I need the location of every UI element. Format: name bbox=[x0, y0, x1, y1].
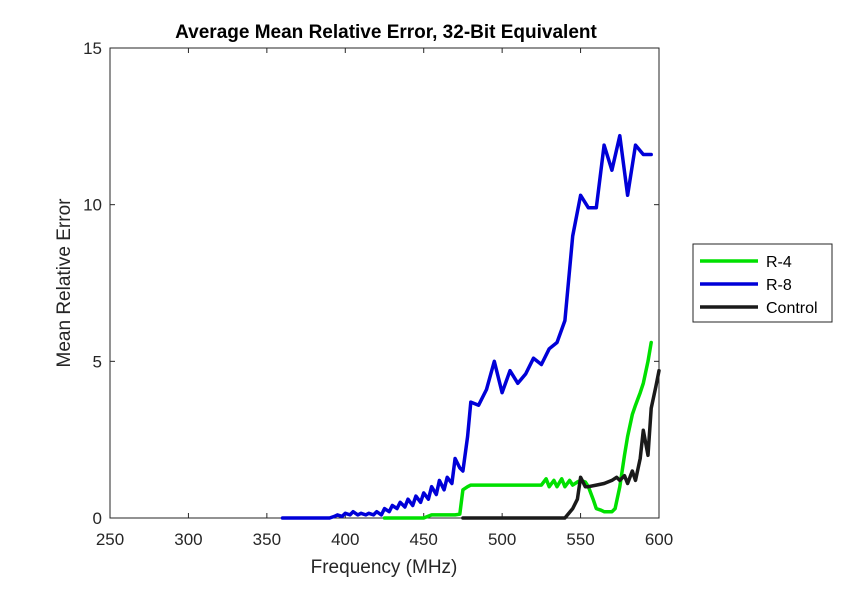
y-tick-label: 5 bbox=[93, 352, 102, 371]
x-tick-label: 400 bbox=[331, 530, 359, 549]
series-lines bbox=[280, 133, 661, 520]
y-tick-label: 15 bbox=[83, 39, 102, 58]
series-line-control bbox=[461, 368, 661, 520]
x-tick-label: 600 bbox=[645, 530, 673, 549]
legend-entry-label: R-8 bbox=[766, 277, 792, 294]
x-tick-label: 550 bbox=[566, 530, 594, 549]
plot-area bbox=[109, 47, 660, 519]
plot-box bbox=[109, 47, 660, 519]
series-line-r-4 bbox=[382, 340, 653, 520]
x-tick-label: 500 bbox=[488, 530, 516, 549]
legend: R-4 R-8 Control bbox=[692, 243, 833, 323]
x-tick-label: 250 bbox=[96, 530, 124, 549]
y-tick-label: 0 bbox=[93, 509, 102, 528]
x-tick-label: 450 bbox=[410, 530, 438, 549]
axis-ticks: 250 300 350 400 450 500 550 600 0 5 10 15 bbox=[83, 39, 673, 549]
chart-title: Average Mean Relative Error, 32-Bit Equi… bbox=[175, 22, 597, 43]
y-axis-label: Mean Relative Error bbox=[54, 198, 75, 368]
legend-entry-label: R-4 bbox=[766, 254, 792, 271]
x-tick-label: 300 bbox=[174, 530, 202, 549]
series-line-r-8 bbox=[280, 133, 653, 520]
x-axis-label: Frequency (MHz) bbox=[311, 557, 458, 578]
y-tick-label: 10 bbox=[83, 196, 102, 215]
legend-entry-label: Control bbox=[766, 300, 818, 317]
x-tick-label: 350 bbox=[253, 530, 281, 549]
